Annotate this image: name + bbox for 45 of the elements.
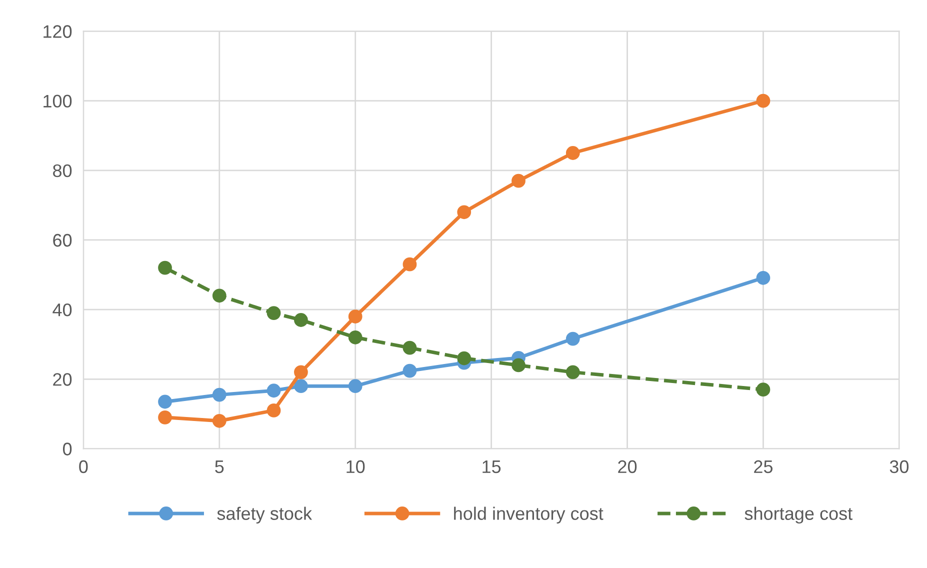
point <box>266 404 281 418</box>
point <box>158 410 172 424</box>
legend-label: hold inventory cost <box>454 506 604 524</box>
point <box>457 351 472 366</box>
point <box>512 174 526 188</box>
point <box>212 414 226 428</box>
point <box>457 205 472 220</box>
point <box>158 260 172 275</box>
x-tick-label: 5 <box>215 460 224 474</box>
point <box>756 382 770 397</box>
y-tick-label: 0 <box>62 442 72 456</box>
point <box>566 332 580 346</box>
point <box>402 364 417 378</box>
point <box>348 379 362 394</box>
y-tick-label: 20 <box>53 373 72 386</box>
x-tick-label: 0 <box>79 460 88 474</box>
legend-label: shortage cost <box>744 506 852 524</box>
x-tick-label: 25 <box>754 460 773 474</box>
y-tick-label: 100 <box>44 94 72 108</box>
y-tick-label: 40 <box>52 303 72 316</box>
point <box>348 310 362 324</box>
point <box>266 306 281 320</box>
x-tick-label: 20 <box>618 460 637 474</box>
y-tick-label: 120 <box>44 25 72 38</box>
y-tick-label: 60 <box>53 234 72 247</box>
point <box>294 313 308 327</box>
x-tick-label: 10 <box>346 460 365 474</box>
point <box>266 384 281 398</box>
point <box>212 388 226 402</box>
point <box>512 358 526 372</box>
point <box>348 330 362 344</box>
point <box>294 379 308 394</box>
y-tick-label: 80 <box>53 164 72 178</box>
point <box>158 394 172 409</box>
point <box>402 257 417 272</box>
point <box>566 365 580 380</box>
x-tick-label: 15 <box>482 460 501 474</box>
point <box>294 365 308 380</box>
point <box>212 288 226 303</box>
point <box>756 94 770 108</box>
point <box>402 340 417 355</box>
point <box>566 146 580 160</box>
legend-label: safety stock <box>217 506 312 524</box>
point <box>756 270 770 285</box>
x-tick-label: 30 <box>890 460 909 474</box>
